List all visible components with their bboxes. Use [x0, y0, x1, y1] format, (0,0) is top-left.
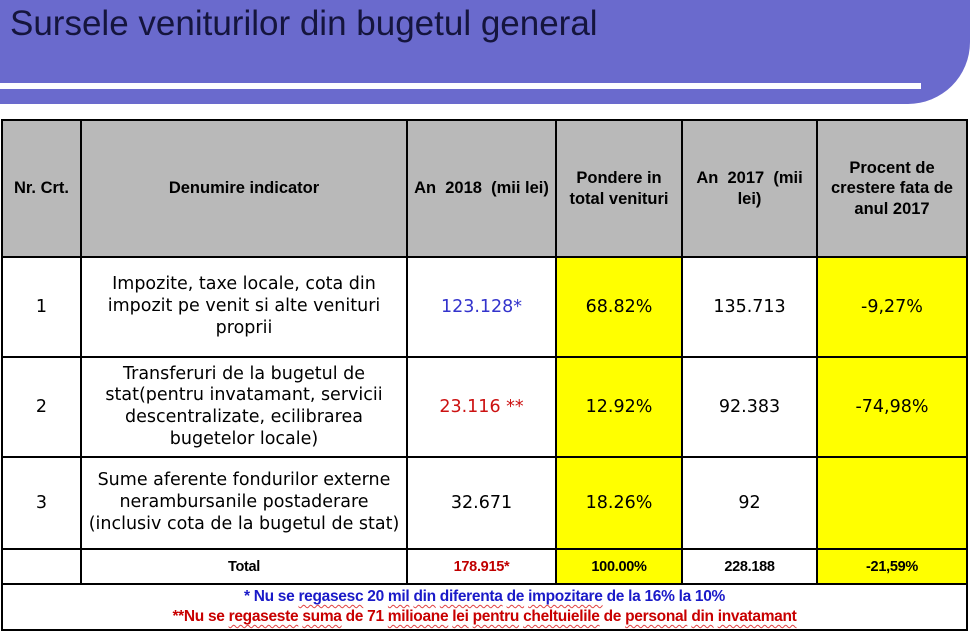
- table-row-total: Total 178.915* 100.00% 228.188 -21,59%: [1, 548, 968, 585]
- footnote-2: **Nu se regaseste suma de 71 milioane le…: [4, 607, 965, 627]
- total-label: Total: [80, 548, 408, 585]
- footnote-word: pentru: [472, 608, 520, 625]
- row1-procent-value: -9,27%: [816, 256, 968, 358]
- footnote-word: regaseste: [228, 608, 299, 625]
- col-header-procent-crestere: Procent de crestere fata de anul 2017: [816, 119, 968, 258]
- row1-indicator: Impozite, taxe locale, cota din impozit …: [80, 256, 408, 358]
- row2-an2017-value: 92.383: [681, 356, 818, 458]
- row2-an2018-value: 23.116 **: [406, 356, 557, 458]
- col-header-nr-crt: Nr. Crt.: [1, 119, 82, 258]
- footnotes-cell: * Nu se regasesc 20 mil din diferenta de…: [1, 583, 968, 631]
- row3-pondere-value: 18.26%: [555, 456, 683, 550]
- total-procent-value: -21,59%: [816, 548, 968, 585]
- page-title: Sursele veniturilor din bugetul general: [10, 4, 598, 43]
- footnote-word: din: [691, 608, 714, 625]
- row3-indicator: Sume aferente fondurilor externe nerambu…: [80, 456, 408, 550]
- row1-an2017-value: 135.713: [681, 256, 818, 358]
- footnote-word: cheltuielile: [523, 608, 600, 625]
- footnote-word: personal: [625, 608, 688, 625]
- row3-an2017-value: 92: [681, 456, 818, 550]
- footnote-word: de: [506, 588, 525, 605]
- row1-pondere-value: 68.82%: [555, 256, 683, 358]
- footnote-word: de 71: [341, 608, 388, 625]
- footnote-word: impozitare: [528, 588, 603, 605]
- budget-table: Nr. Crt. Denumire indicator An 2018 (mii…: [1, 119, 968, 631]
- footnote-1: * Nu se regasesc 20 mil din diferenta de…: [4, 587, 965, 607]
- banner-stripe-decoration: [0, 83, 921, 89]
- footnote-word: din: [413, 588, 436, 605]
- row3-nr: 3: [1, 456, 82, 550]
- col-header-an-2017: An 2017 (mii lei): [681, 119, 818, 258]
- col-header-denumire-indicator: Denumire indicator: [80, 119, 408, 258]
- total-an2018-value: 178.915*: [406, 548, 557, 585]
- row1-an2018-value: 123.128*: [406, 256, 557, 358]
- table-row-2: 2 Transferuri de la bugetul de stat(pent…: [1, 356, 968, 458]
- footnote-word: 20: [363, 588, 388, 605]
- row2-indicator: Transferuri de la bugetul de stat(pentru…: [80, 356, 408, 458]
- table-row-3: 3 Sume aferente fondurilor externe neram…: [1, 456, 968, 550]
- footnote-word: regasesc: [298, 588, 364, 605]
- footnote-word: de: [599, 608, 626, 625]
- footnotes-row: * Nu se regasesc 20 mil din diferenta de…: [1, 583, 968, 631]
- row1-nr: 1: [1, 256, 82, 358]
- footnote-word: lei: [452, 608, 469, 625]
- footnote-word: invatamant: [717, 608, 797, 625]
- col-header-an-2018: An 2018 (mii lei): [406, 119, 557, 258]
- total-empty-cell: [1, 548, 82, 585]
- total-pondere-value: 100.00%: [555, 548, 683, 585]
- table-row-1: 1 Impozite, taxe locale, cota din impozi…: [1, 256, 968, 358]
- footnote-word: milioane: [387, 608, 449, 625]
- footnote-word: diferenta: [439, 588, 503, 605]
- row3-procent-value-empty: [816, 456, 968, 550]
- footnote-word: mil: [387, 588, 410, 605]
- row2-nr: 2: [1, 356, 82, 458]
- row2-pondere-value: 12.92%: [555, 356, 683, 458]
- footnote-word: de la 16% la 10%: [602, 588, 726, 605]
- row2-procent-value: -74,98%: [816, 356, 968, 458]
- row3-an2018-value: 32.671: [406, 456, 557, 550]
- footnote-word: suma: [302, 608, 342, 625]
- total-an2017-value: 228.188: [681, 548, 818, 585]
- footnote-word: **Nu se: [172, 608, 229, 625]
- col-header-pondere: Pondere in total venituri: [555, 119, 683, 258]
- table-header-row: Nr. Crt. Denumire indicator An 2018 (mii…: [1, 119, 968, 258]
- footnote-word: * Nu se: [243, 588, 299, 605]
- title-banner: Sursele veniturilor din bugetul general: [0, 0, 970, 104]
